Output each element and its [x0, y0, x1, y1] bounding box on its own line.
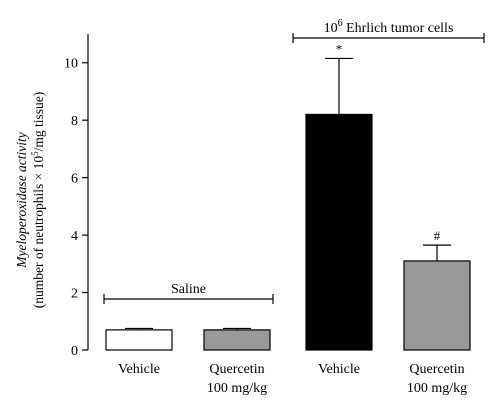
bar: [305, 113, 373, 351]
category-label: Vehicle: [318, 362, 360, 377]
y-axis-label-line2: (number of neutrophils × 10: [31, 156, 46, 309]
group-label-superscript: 6: [338, 18, 343, 29]
y-tick-label: 10: [64, 57, 78, 72]
group-label: Saline: [171, 282, 206, 297]
group-label: 106 Ehrlich tumor cells: [324, 18, 454, 36]
bar: [105, 329, 173, 351]
y-tick-label: 2: [71, 287, 78, 302]
group-label-prefix: 10: [324, 21, 338, 36]
y-axis-label-line1: Myeloperoxidase activity: [14, 132, 29, 269]
category-label: 100 mg/kg: [407, 381, 467, 396]
y-axis-label: Myeloperoxidase activity (number of neutr…: [14, 92, 46, 308]
group-label-text: Ehrlich tumor cells: [343, 21, 454, 36]
category-label: Quercetin: [409, 362, 464, 377]
category-label: 100 mg/kg: [207, 381, 267, 396]
category-label: Vehicle: [118, 362, 160, 377]
y-tick-label: 0: [71, 344, 78, 359]
bar: [203, 329, 271, 351]
bar: [403, 260, 471, 351]
y-tick-label: 4: [71, 229, 78, 244]
y-axis-label-line2-end: /mg tissue): [31, 92, 46, 152]
significance-mark: *: [336, 41, 343, 56]
y-axis-label-superscript: 5: [30, 151, 40, 156]
category-label: Quercetin: [209, 362, 264, 377]
y-tick-label: 8: [71, 114, 78, 129]
significance-mark: #: [434, 228, 441, 243]
y-tick-label: 6: [71, 172, 78, 187]
